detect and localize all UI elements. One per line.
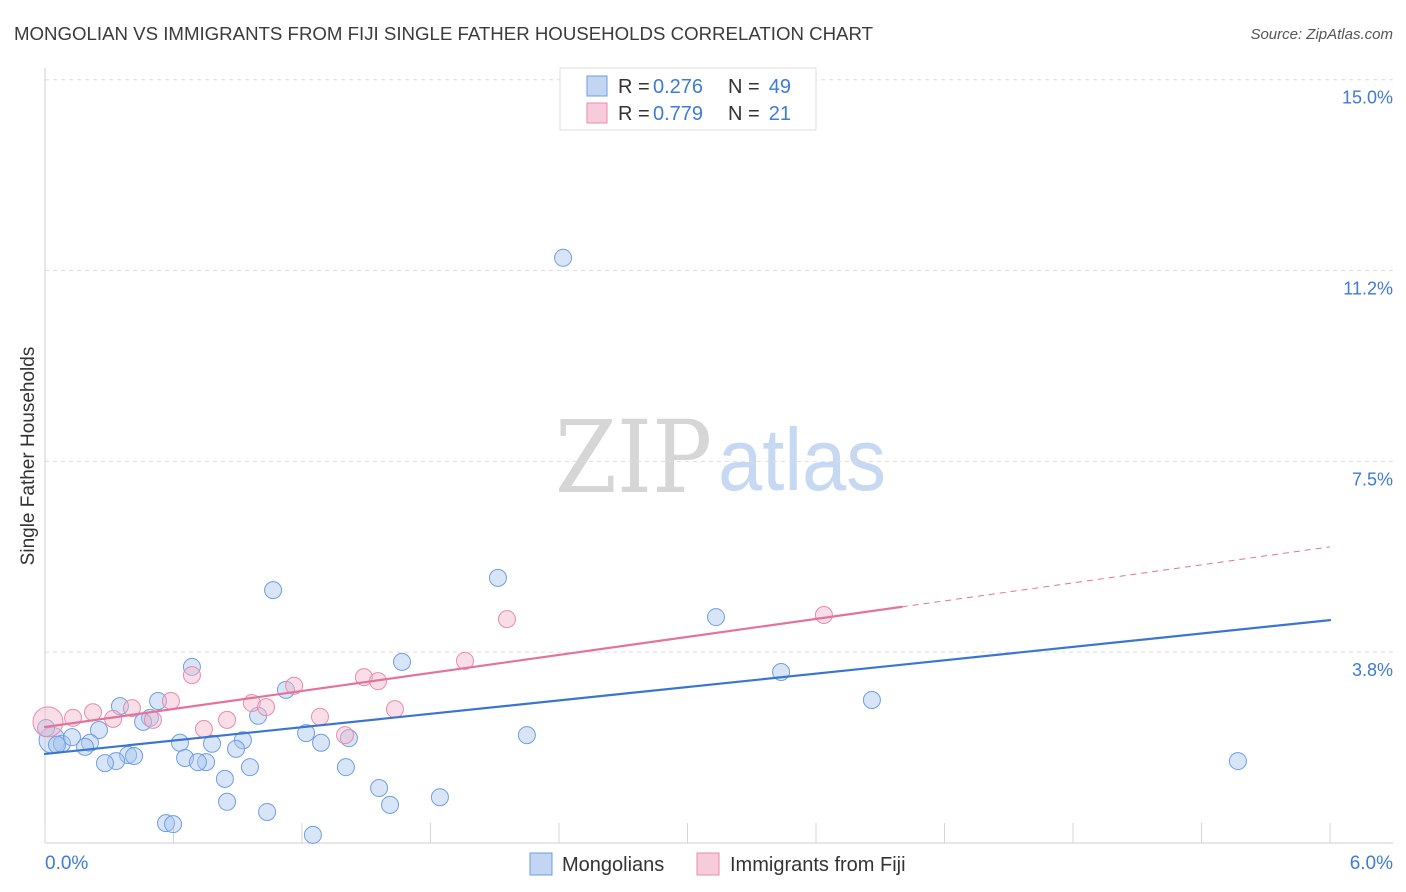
mongolians-point	[62, 728, 81, 747]
source-credit: Source: ZipAtlas.com	[1250, 26, 1393, 43]
mongolians-legend-label: Mongolians	[562, 854, 664, 876]
immigrants-from-fiji-trend-line-extension	[901, 546, 1331, 608]
y-tick-label: 15.0%	[1342, 88, 1393, 108]
mongolians-point	[862, 691, 881, 710]
mongolians-point	[149, 692, 168, 711]
mongolians-legend-swatch	[529, 852, 553, 876]
mongolians-point	[240, 758, 259, 777]
mongolians-point	[554, 248, 573, 267]
mongolians-point	[218, 792, 237, 811]
immigrants-from-fiji-point	[285, 676, 304, 695]
immigrants-from-fiji-points	[32, 606, 833, 745]
mongolians-point	[157, 814, 176, 833]
immigrants-from-fiji-point	[83, 703, 102, 722]
mongolians-point	[517, 726, 536, 745]
immigrants-from-fiji-point	[122, 699, 141, 718]
mongolians-point	[203, 734, 222, 753]
y-axis-title: Single Father Households	[18, 347, 39, 566]
mongolians-point	[107, 752, 126, 771]
mongolians-point	[393, 652, 412, 671]
fiji-stats-swatch	[586, 102, 608, 124]
mongolians-point	[312, 733, 331, 752]
mongolians-r-label: R =	[618, 76, 650, 98]
mongolians-trend-line	[43, 619, 1332, 756]
mongolians-point	[381, 795, 400, 814]
immigrants-from-fiji-point	[336, 726, 355, 745]
mongolians-point	[264, 581, 283, 600]
trend-lines	[43, 546, 1332, 756]
mongolians-point	[1228, 752, 1247, 771]
immigrants-from-fiji-trend-line	[43, 605, 903, 729]
y-tick-label: 7.5%	[1352, 469, 1393, 489]
watermark-zip: ZIP	[555, 399, 712, 516]
fiji-r-value: 0.779	[653, 103, 703, 125]
mongolians-point	[370, 779, 389, 798]
mongolians-stats-swatch	[586, 75, 608, 97]
tick-labels: 3.8% 7.5% 11.2% 15.0% 0.0% 6.0%	[45, 88, 1393, 874]
mongolians-point	[47, 735, 66, 754]
mongolians-point	[227, 739, 246, 758]
mongolians-point	[430, 788, 449, 807]
mongolians-point	[188, 753, 207, 772]
immigrants-from-fiji-point	[32, 706, 64, 738]
mongolians-point	[164, 815, 183, 834]
mongolians-point	[89, 721, 108, 740]
mongolians-point	[215, 769, 234, 788]
immigrants-from-fiji-point	[143, 710, 162, 729]
mongolians-point	[336, 758, 355, 777]
immigrants-from-fiji-point	[194, 720, 213, 739]
mongolians-point	[706, 608, 725, 627]
mongolians-n-label: N =	[728, 76, 760, 98]
fiji-legend-label: Immigrants from Fiji	[730, 854, 906, 876]
immigrants-from-fiji-point	[310, 707, 329, 726]
immigrants-from-fiji-point	[385, 700, 404, 719]
y-tick-label: 3.8%	[1352, 660, 1393, 680]
immigrants-from-fiji-point	[161, 692, 180, 711]
mongolians-point	[297, 724, 316, 743]
mongolians-point	[125, 746, 144, 765]
immigrants-from-fiji-point	[455, 651, 474, 670]
fiji-n-label: N =	[728, 103, 760, 125]
scatter-points	[32, 248, 1247, 844]
fiji-r-label: R =	[618, 103, 650, 125]
mongolians-point	[119, 745, 138, 764]
mongolians-point	[488, 568, 507, 587]
y-tick-label: 11.2%	[1343, 279, 1393, 299]
immigrants-from-fiji-point	[182, 666, 201, 685]
mongolians-point	[258, 802, 277, 821]
watermark-atlas: atlas	[718, 410, 886, 509]
mongolians-r-value: 0.276	[653, 76, 703, 98]
mongolians-point	[95, 754, 114, 773]
immigrants-from-fiji-point	[814, 606, 833, 625]
mongolians-point	[170, 733, 189, 752]
x-tick-label: 6.0%	[1350, 853, 1393, 874]
chart-title: MONGOLIAN VS IMMIGRANTS FROM FIJI SINGLE…	[14, 24, 873, 44]
immigrants-from-fiji-point	[257, 698, 276, 717]
watermark: ZIP atlas	[555, 399, 886, 516]
x-tick-label: 0.0%	[45, 853, 88, 874]
mongolians-points	[37, 248, 1247, 844]
immigrants-from-fiji-point	[497, 610, 516, 629]
series-legend: Mongolians Immigrants from Fiji	[529, 852, 906, 876]
mongolians-point	[303, 825, 322, 844]
fiji-n-value: 21	[769, 103, 791, 125]
stats-legend: R = 0.276 N = 49 R = 0.779 N = 21	[559, 67, 817, 131]
immigrants-from-fiji-point	[218, 710, 237, 729]
x-tick-marks	[44, 823, 1331, 843]
mongolians-n-value: 49	[769, 76, 791, 98]
fiji-legend-swatch	[696, 852, 720, 876]
